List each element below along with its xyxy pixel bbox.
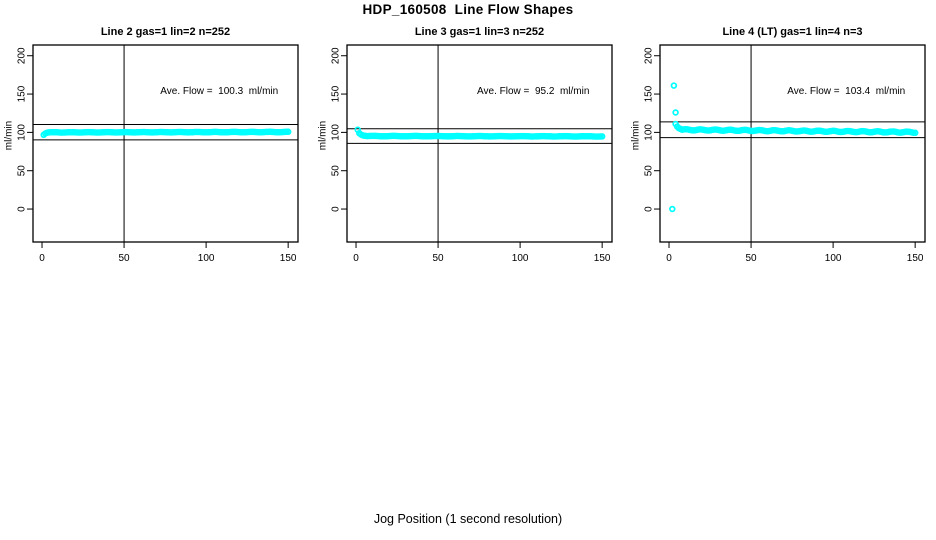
panel-border xyxy=(32,44,299,243)
y-tick-label: 100 xyxy=(644,124,655,141)
x-tick-label: 0 xyxy=(39,253,45,264)
y-tick-label: 150 xyxy=(17,85,28,102)
panel-2: Line 3 gas=1 lin=3 n=252 Ave. Flow = 95.2… xyxy=(318,26,613,264)
ave-flow-annotation: Ave. Flow = 95.2 ml/min xyxy=(477,86,589,97)
x-tick-label: 0 xyxy=(353,253,359,264)
x-tick-label: 100 xyxy=(198,253,215,264)
y-tick-label: 150 xyxy=(331,85,342,102)
x-tick-label: 150 xyxy=(907,253,924,264)
x-tick-label: 50 xyxy=(433,253,445,264)
figure-title: HDP_160508 Line Flow Shapes xyxy=(362,2,574,17)
ave-flow-annotation: Ave. Flow = 103.4 ml/min xyxy=(787,86,905,97)
x-tick-label: 50 xyxy=(746,253,758,264)
x-tick-label: 150 xyxy=(594,253,611,264)
y-tick-label: 200 xyxy=(644,47,655,64)
y-tick-label: 100 xyxy=(17,124,28,141)
y-tick-label: 100 xyxy=(331,124,342,141)
panel-border xyxy=(346,44,613,243)
y-tick-label: 0 xyxy=(331,206,342,212)
x-tick-label: 100 xyxy=(825,253,842,264)
ave-flow-annotation: Ave. Flow = 100.3 ml/min xyxy=(160,86,278,97)
y-tick-label: 50 xyxy=(644,165,655,177)
panel-1: Line 2 gas=1 lin=2 n=252 Ave. Flow = 100.… xyxy=(4,26,299,264)
y-axis-title: ml/min xyxy=(4,121,15,150)
panel-border xyxy=(659,44,926,243)
y-tick-label: 200 xyxy=(331,47,342,64)
x-tick-label: 50 xyxy=(119,253,131,264)
y-tick-label: 150 xyxy=(644,85,655,102)
data-points xyxy=(669,82,919,213)
y-axis-title: ml/min xyxy=(631,121,642,150)
panel-title: Line 2 gas=1 lin=2 n=252 xyxy=(101,26,230,38)
panel-3: Line 4 (LT) gas=1 lin=4 n=3 Ave. Flow = 1… xyxy=(631,26,926,264)
data-points xyxy=(354,126,606,140)
y-axis-title: ml/min xyxy=(318,121,329,150)
x-tick-label: 150 xyxy=(280,253,297,264)
panel-title: Line 4 (LT) gas=1 lin=4 n=3 xyxy=(722,26,862,38)
y-tick-label: 200 xyxy=(17,47,28,64)
data-points xyxy=(40,128,292,139)
x-axis-label: Jog Position (1 second resolution) xyxy=(373,512,563,526)
y-tick-label: 0 xyxy=(644,206,655,212)
y-tick-label: 0 xyxy=(17,206,28,212)
x-tick-label: 100 xyxy=(512,253,529,264)
panel-title: Line 3 gas=1 lin=3 n=252 xyxy=(415,26,544,38)
y-tick-label: 50 xyxy=(17,165,28,177)
y-tick-label: 50 xyxy=(331,165,342,177)
x-tick-label: 0 xyxy=(666,253,672,264)
